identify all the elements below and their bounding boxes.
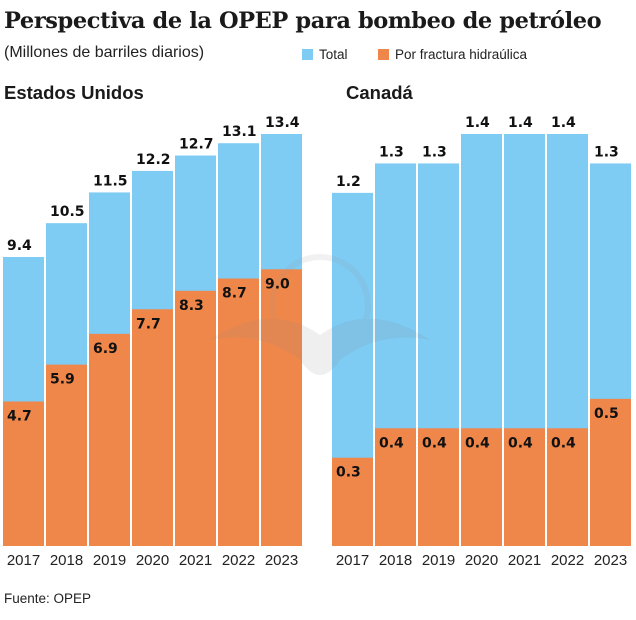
- legend-item-total: Total: [302, 47, 348, 62]
- x-tick-us-2018: 2018: [50, 552, 83, 569]
- source-note: Fuente: OPEP: [4, 591, 92, 606]
- label-total-us-2021: 12.7: [179, 137, 214, 153]
- x-tick-us-2022: 2022: [222, 552, 255, 569]
- x-tick-canada-2023: 2023: [594, 552, 627, 569]
- label-fracking-canada-2021: 0.4: [508, 435, 533, 451]
- watermark-logo: [210, 254, 430, 375]
- x-tick-us-2021: 2021: [179, 552, 212, 569]
- panel-title-canada: Canadá: [346, 82, 413, 103]
- label-fracking-us-2017: 4.7: [7, 408, 32, 424]
- x-tick-canada-2017: 2017: [336, 552, 369, 569]
- label-fracking-canada-2018: 0.4: [379, 435, 404, 451]
- bar-fracking-canada-2021: [504, 428, 545, 546]
- x-tick-us-2017: 2017: [7, 552, 40, 569]
- bar-fracking-canada-2018: [375, 428, 416, 546]
- label-fracking-us-2022: 8.7: [222, 286, 247, 302]
- bar-fracking-us-2023: [261, 269, 302, 546]
- x-tick-us-2023: 2023: [265, 552, 298, 569]
- chart-title: Perspectiva de la OPEP para bombeo de pe…: [4, 8, 602, 34]
- legend-swatch-total: [302, 49, 313, 60]
- x-tick-canada-2022: 2022: [551, 552, 584, 569]
- label-fracking-us-2023: 9.0: [265, 276, 290, 292]
- label-fracking-us-2019: 6.9: [93, 341, 118, 357]
- x-tick-canada-2021: 2021: [508, 552, 541, 569]
- label-total-us-2022: 13.1: [222, 124, 257, 140]
- label-fracking-canada-2023: 0.5: [594, 406, 619, 422]
- legend-label-total: Total: [319, 47, 348, 62]
- bar-fracking-us-2017: [3, 401, 44, 546]
- x-tick-canada-2019: 2019: [422, 552, 455, 569]
- label-total-canada-2018: 1.3: [379, 144, 404, 160]
- label-total-canada-2020: 1.4: [465, 115, 490, 131]
- bar-fracking-canada-2023: [590, 398, 631, 546]
- legend-item-fracking: Por fractura hidraúlica: [378, 47, 527, 62]
- bar-fracking-us-2020: [132, 309, 173, 546]
- label-fracking-canada-2020: 0.4: [465, 435, 490, 451]
- label-total-us-2023: 13.4: [265, 115, 300, 131]
- label-total-us-2019: 11.5: [93, 173, 128, 189]
- label-total-us-2018: 10.5: [50, 204, 85, 220]
- legend-swatch-fracking: [378, 49, 389, 60]
- x-tick-us-2019: 2019: [93, 552, 126, 569]
- bar-fracking-canada-2022: [547, 428, 588, 546]
- legend-label-fracking: Por fractura hidraúlica: [395, 47, 528, 62]
- label-fracking-canada-2017: 0.3: [336, 465, 361, 481]
- bar-fracking-canada-2020: [461, 428, 502, 546]
- panel-title-us: Estados Unidos: [4, 82, 144, 103]
- x-tick-canada-2020: 2020: [465, 552, 498, 569]
- x-tick-us-2020: 2020: [136, 552, 169, 569]
- label-fracking-canada-2019: 0.4: [422, 435, 447, 451]
- label-total-canada-2019: 1.3: [422, 144, 447, 160]
- label-total-canada-2023: 1.3: [594, 144, 619, 160]
- label-total-canada-2021: 1.4: [508, 115, 533, 131]
- x-tick-canada-2018: 2018: [379, 552, 412, 569]
- bar-fracking-us-2019: [89, 333, 130, 546]
- label-fracking-us-2018: 5.9: [50, 372, 75, 388]
- label-total-us-2017: 9.4: [7, 238, 32, 254]
- label-total-canada-2017: 1.2: [336, 174, 361, 190]
- label-fracking-us-2020: 7.7: [136, 316, 161, 332]
- label-total-us-2020: 12.2: [136, 152, 171, 168]
- bar-fracking-canada-2017: [332, 457, 373, 546]
- bar-fracking-canada-2019: [418, 428, 459, 546]
- label-fracking-canada-2022: 0.4: [551, 435, 576, 451]
- bar-fracking-us-2022: [218, 278, 259, 546]
- label-total-canada-2022: 1.4: [551, 115, 576, 131]
- label-fracking-us-2021: 8.3: [179, 298, 204, 314]
- bar-fracking-us-2018: [46, 364, 87, 546]
- bar-fracking-us-2021: [175, 290, 216, 546]
- chart-subtitle: (Millones de barriles diarios): [4, 44, 205, 61]
